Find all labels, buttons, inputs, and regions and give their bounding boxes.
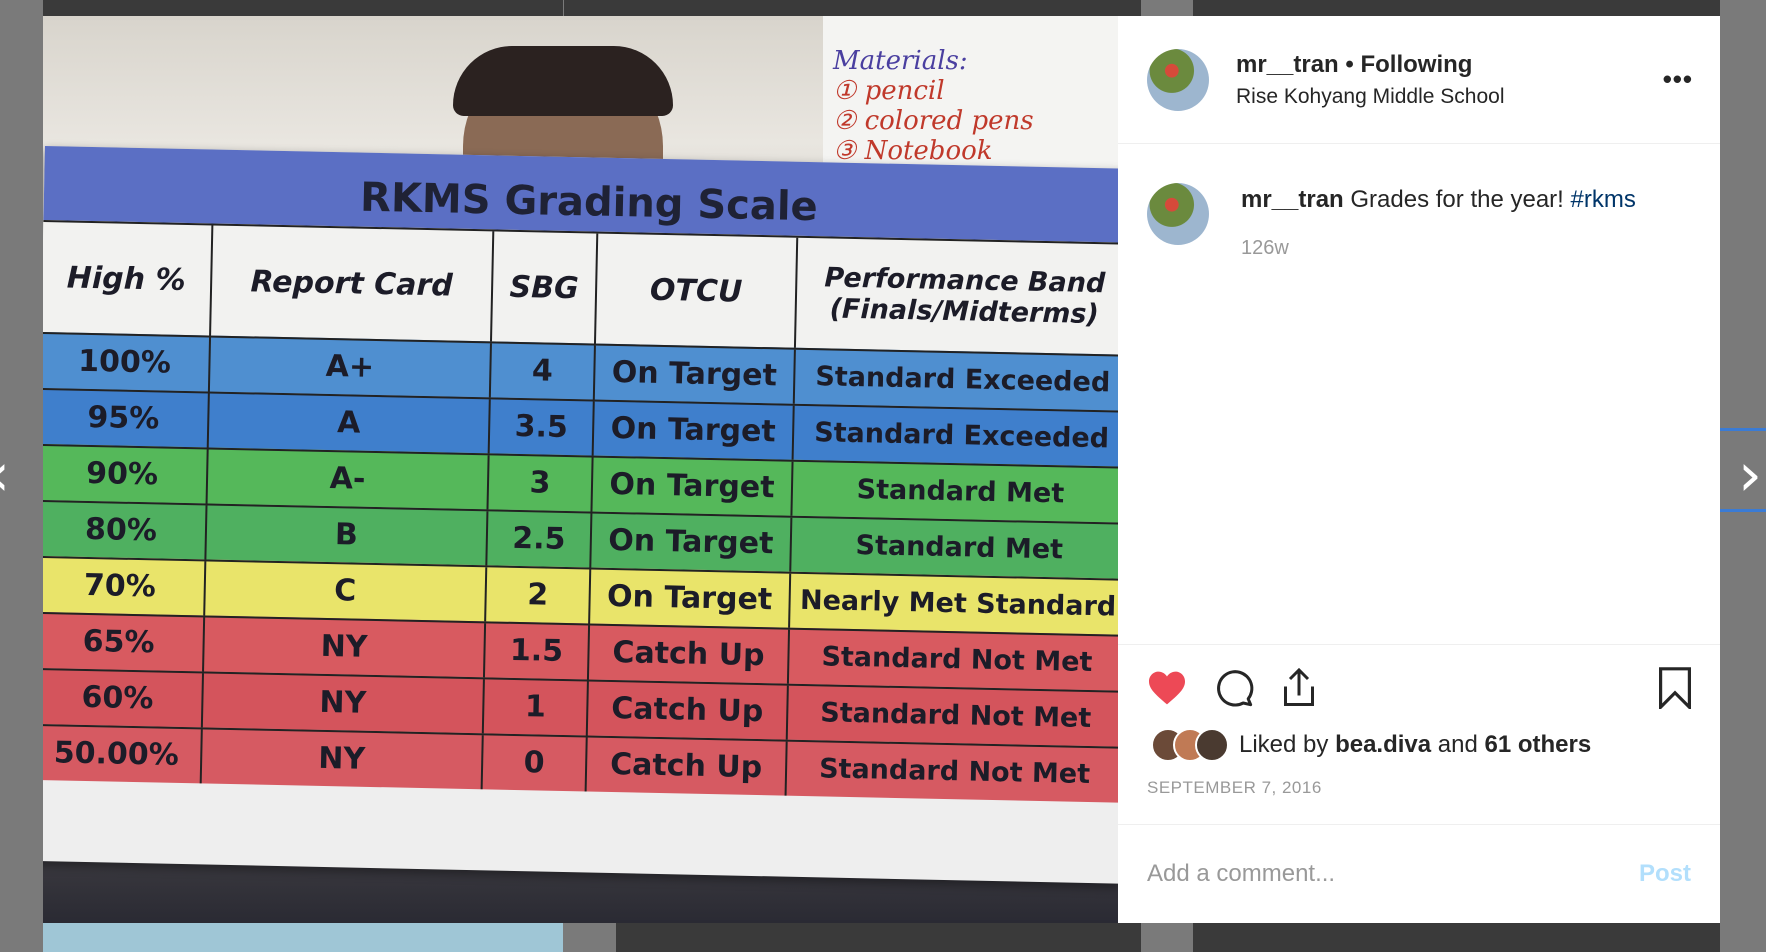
grading-scale-poster: RKMS Grading Scale High % Report Card SB… <box>43 146 1118 884</box>
post-date: SEPTEMBER 7, 2016 <box>1147 778 1322 797</box>
actions-section: Liked by bea.diva and 61 others SEPTEMBE… <box>1118 644 1720 824</box>
poster-cell: 2.5 <box>487 511 593 568</box>
poster-cell: 80% <box>43 501 208 560</box>
comment-input[interactable] <box>1147 860 1639 888</box>
caption: mr__tran Grades for the year! #rkms 126w <box>1118 144 1720 260</box>
poster-cell: On Target <box>593 401 795 460</box>
person-hair <box>453 46 673 116</box>
poster-cell: 100% <box>43 333 212 392</box>
poster-cell: 60% <box>43 669 204 728</box>
avatar[interactable] <box>1147 183 1209 245</box>
background-thumbnail <box>43 923 563 952</box>
poster-cell: 95% <box>43 389 210 448</box>
hashtag-link[interactable]: #rkms <box>1570 186 1636 213</box>
caption-username[interactable]: mr__tran <box>1241 186 1344 213</box>
background-thumbnail <box>564 0 1141 16</box>
background-thumbnail <box>43 0 563 16</box>
header-cell: SBG <box>492 231 599 344</box>
location-link[interactable]: Rise Kohyang Middle School <box>1236 84 1505 108</box>
poster-cell: Standard Not Met <box>818 753 1091 791</box>
post-photo[interactable]: Materials: ① pencil ② colored pens ③ Not… <box>43 16 1118 923</box>
bookmark-icon[interactable] <box>1659 667 1691 714</box>
liker-avatar <box>1195 728 1229 762</box>
ellipsis-icon[interactable]: ••• <box>1662 64 1693 94</box>
share-icon[interactable] <box>1281 667 1317 714</box>
post-modal: Materials: ① pencil ② colored pens ③ Not… <box>43 16 1720 923</box>
poster-cell: Catch Up <box>586 737 788 796</box>
poster-cell: Standard Met <box>855 530 1064 566</box>
poster-cell: Standard Not Met <box>820 697 1092 735</box>
liker-username[interactable]: bea.diva <box>1335 731 1432 758</box>
poster-cell: NY <box>204 617 487 678</box>
materials-list: Materials: ① pencil ② colored pens ③ Not… <box>833 46 1034 166</box>
follow-status-button[interactable]: Following <box>1360 50 1473 78</box>
poster-cell: On Target <box>590 569 792 628</box>
poster-cell: 3.5 <box>489 399 595 456</box>
poster-cell: 1 <box>483 679 589 736</box>
poster-cell: 2 <box>486 567 592 624</box>
poster-cell: Standard Exceeded <box>815 361 1111 399</box>
divider <box>1720 428 1766 431</box>
comment-form: Post <box>1118 824 1720 923</box>
likes-summary[interactable]: Liked by bea.diva and 61 others <box>1118 714 1720 762</box>
background-thumbnail <box>616 923 1141 952</box>
avatar[interactable] <box>1147 48 1209 111</box>
poster-cell: On Target <box>594 345 796 404</box>
poster-cell: B <box>206 505 489 566</box>
poster-cell: Standard Exceeded <box>813 417 1110 455</box>
separator: • <box>1345 50 1354 78</box>
heart-icon[interactable] <box>1147 670 1187 711</box>
chevron-left-icon[interactable]: ‹ <box>0 440 10 510</box>
post-age[interactable]: 126w <box>1241 237 1289 259</box>
poster-header-row: High % Report Card SBG OTCU Performance … <box>43 219 1118 355</box>
username-link[interactable]: mr__tran <box>1236 50 1339 78</box>
header-cell: OTCU <box>595 233 799 348</box>
poster-cell: 90% <box>43 445 209 504</box>
poster-cell: Catch Up <box>588 625 791 684</box>
header-cell: Report Card <box>211 225 495 342</box>
post-button[interactable]: Post <box>1638 860 1691 887</box>
poster-cell: On Target <box>591 513 793 572</box>
poster-cell: NY <box>201 729 484 790</box>
poster-cell: 1.5 <box>484 623 591 680</box>
poster-cell: Standard Met <box>856 474 1065 510</box>
poster-cell: A+ <box>209 337 492 398</box>
poster-cell: C <box>205 561 488 622</box>
divider <box>1720 509 1766 512</box>
poster-cell: On Target <box>592 457 794 516</box>
header-cell: Performance Band (Finals/Midterms) <box>824 262 1106 331</box>
header-cell: High % <box>43 221 214 336</box>
likes-prefix: Liked by <box>1239 731 1329 758</box>
comment-icon[interactable] <box>1214 668 1254 713</box>
chevron-right-icon[interactable]: › <box>1738 440 1762 510</box>
caption-text: Grades for the year! <box>1350 186 1564 213</box>
poster-cell: 0 <box>482 735 588 792</box>
poster-cell: 4 <box>490 343 596 400</box>
post-details-panel: mr__tran • Following Rise Kohyang Middle… <box>1118 16 1720 923</box>
poster-cell: A- <box>207 449 490 510</box>
poster-cell: 70% <box>43 557 207 616</box>
poster-cell: 65% <box>43 613 206 672</box>
poster-cell: Nearly Met Standard <box>799 584 1117 623</box>
background-thumbnail <box>1193 0 1720 16</box>
poster-cell: Standard Not Met <box>821 641 1093 679</box>
poster-cell: Catch Up <box>587 681 789 740</box>
poster-cell: A <box>208 393 491 454</box>
poster-cell: NY <box>202 673 485 734</box>
likes-others-link[interactable]: 61 others <box>1484 731 1592 758</box>
background-thumbnail <box>1193 923 1720 952</box>
likes-and: and <box>1437 731 1478 758</box>
post-header: mr__tran • Following Rise Kohyang Middle… <box>1118 16 1720 144</box>
poster-cell: 3 <box>488 455 594 512</box>
poster-cell: 50.00% <box>43 725 203 784</box>
